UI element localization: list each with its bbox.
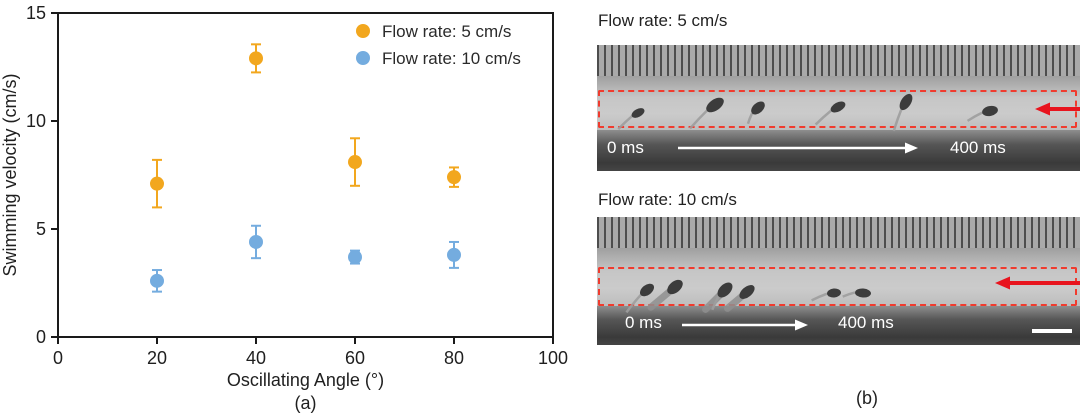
strip-overlay-flow-5 — [617, 93, 1080, 154]
swimmer-head — [751, 101, 765, 115]
swimmer-head — [739, 285, 755, 299]
flow-arrow-head — [1035, 102, 1050, 116]
swimmer-head — [899, 93, 913, 111]
swimmer-tail — [617, 115, 633, 131]
data-point — [249, 51, 263, 66]
plot-frame — [57, 12, 554, 338]
swimmer-head — [667, 279, 683, 295]
x-tick-label: 60 — [345, 348, 365, 368]
flow-arrow-head — [995, 276, 1010, 290]
data-point — [447, 170, 461, 185]
microscopy-strip-flow-5: 0 ms 400 ms — [597, 45, 1080, 171]
swimmer-head — [982, 105, 998, 117]
panel-a-label: (a) — [295, 393, 317, 413]
x-tick-label: 40 — [246, 348, 266, 368]
scale-bar — [1032, 329, 1072, 333]
swimmer-tail — [811, 292, 828, 302]
legend-label: Flow rate: 5 cm/s — [382, 22, 511, 41]
time-end-label: 400 ms — [838, 313, 894, 332]
swimmer — [723, 285, 755, 312]
data-point — [150, 273, 164, 288]
swimmer — [647, 279, 683, 311]
swimmer-head — [631, 108, 645, 118]
swimmer — [689, 97, 724, 130]
strip-title-flow-5: Flow rate: 5 cm/s — [598, 11, 728, 30]
legend-marker — [356, 24, 370, 38]
y-tick-label: 0 — [36, 327, 46, 347]
data-point — [150, 176, 164, 191]
data-point — [447, 247, 461, 262]
x-axis-label: Oscillating Angle (°) — [227, 370, 384, 390]
x-tick-label: 20 — [147, 348, 167, 368]
y-axis-label: Swimming velocity (cm/s) — [0, 73, 20, 276]
time-arrow-head — [905, 142, 918, 154]
swimmer — [842, 288, 871, 298]
y-tick-label: 10 — [26, 111, 46, 131]
swimmer — [966, 105, 998, 122]
y-tick-label: 15 — [26, 3, 46, 23]
swimmer — [702, 282, 733, 313]
swimmer-head — [717, 282, 733, 298]
y-tick-label: 5 — [36, 219, 46, 239]
data-point — [348, 250, 362, 265]
timeline-band: 0 ms 400 ms — [597, 306, 1080, 345]
swimmer-tail — [892, 109, 903, 132]
swimmer-tail — [625, 294, 642, 314]
legend-marker — [356, 51, 370, 65]
tracking-region-box — [598, 267, 1077, 306]
swimmer — [746, 101, 765, 125]
flow-channel — [597, 248, 1080, 306]
swimmer-head — [827, 288, 841, 298]
data-point — [249, 234, 263, 249]
swimmer — [811, 288, 841, 302]
microscopy-strip-flow-10: 0 ms 400 ms — [597, 217, 1080, 345]
x-tick-label: 80 — [444, 348, 464, 368]
swimmer — [617, 108, 645, 131]
time-start-label: 0 ms — [625, 313, 662, 332]
legend-label: Flow rate: 10 cm/s — [382, 49, 521, 68]
swimmer — [892, 93, 913, 132]
swimmer-head — [639, 283, 655, 297]
swimmer-head — [855, 288, 871, 298]
swimmer — [814, 101, 846, 126]
swimmer-tail — [814, 109, 832, 126]
swimmer-tail — [689, 109, 708, 130]
panel-b-label: (b) — [856, 388, 878, 408]
time-end-label: 400 ms — [950, 138, 1006, 157]
strip-overlay-flow-10 — [625, 276, 1080, 331]
time-arrow-head — [795, 319, 808, 331]
swimmer — [625, 283, 655, 314]
data-point — [348, 155, 362, 170]
swimmer-tail — [966, 111, 983, 122]
x-tick-label: 0 — [53, 348, 63, 368]
timeline-band: 0 ms 400 ms — [597, 130, 1080, 171]
strip-title-flow-10: Flow rate: 10 cm/s — [598, 190, 737, 209]
swimmer-head — [830, 101, 846, 113]
swimmer-tail — [746, 112, 754, 125]
x-tick-label: 100 — [538, 348, 568, 368]
swimmer-tail — [711, 295, 720, 311]
swimming-velocity-chart: 0 20 40 60 80 100 0 5 10 15 Oscillating Angle (°) (… — [0, 3, 568, 413]
swimmer-head — [706, 97, 724, 113]
time-start-label: 0 ms — [607, 138, 644, 157]
ruler-comb — [597, 45, 1080, 78]
swimmer-tail — [842, 291, 856, 298]
